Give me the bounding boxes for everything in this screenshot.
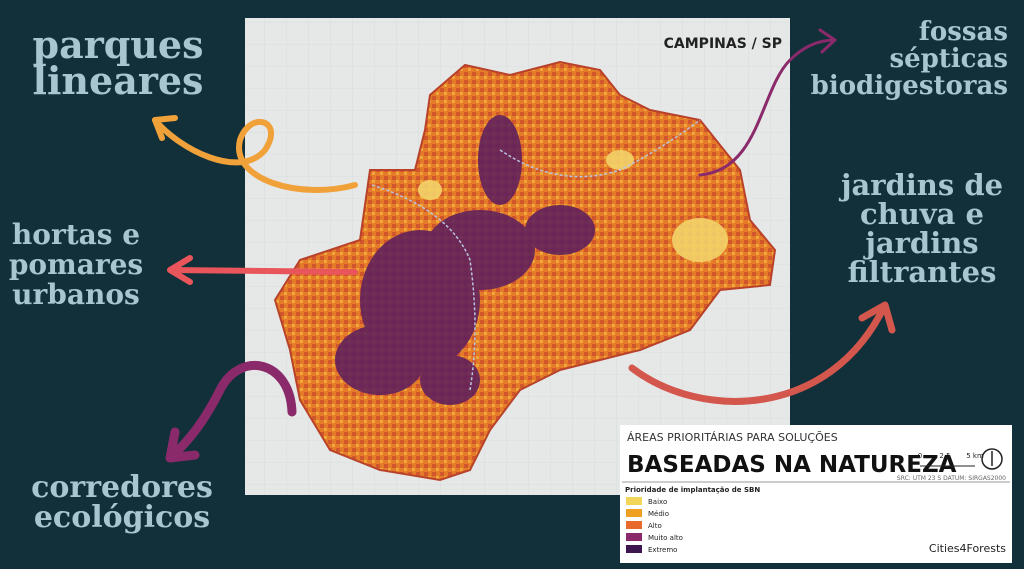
solution-label: ecológicos — [34, 500, 210, 535]
solution-label: jardins — [862, 226, 978, 260]
map-title: CAMPINAS / SP — [664, 36, 782, 52]
legend-swatch — [626, 545, 642, 553]
solution-label: jardins de — [838, 168, 1003, 202]
legend-swatch — [626, 533, 642, 541]
solution-label: corredores — [31, 470, 213, 505]
arrows — [152, 28, 896, 463]
solution-label: lineares — [33, 58, 204, 103]
legend-subtitle: Prioridade de implantação de SBN — [625, 486, 760, 494]
solution-label: fossas — [919, 17, 1008, 47]
legend-swatch — [626, 497, 642, 505]
solution-label: parques — [33, 22, 204, 67]
legend-swatch — [626, 521, 642, 529]
solution-label: hortas e — [12, 218, 140, 251]
priority-low-areas — [418, 150, 728, 262]
brand: Cities4Forests — [929, 542, 1006, 555]
legend-box — [620, 425, 1012, 563]
legend-swatch — [626, 509, 642, 517]
solution-label: chuva e — [860, 197, 984, 231]
solution-label: biodigestoras — [811, 71, 1008, 101]
scale-label: 2.5 — [939, 452, 950, 460]
legend-item-label: Médio — [648, 510, 669, 518]
north-arrow — [981, 448, 1003, 470]
scale-label: 0 — [918, 452, 922, 460]
priority-extreme-areas — [335, 115, 595, 405]
scale-label: 5 km — [966, 452, 984, 460]
region-borders — [371, 119, 701, 391]
legend-item-label: Extremo — [648, 546, 677, 554]
solution-label: sépticas — [889, 44, 1008, 74]
legend-title: BASEADAS NA NATUREZA — [627, 452, 957, 478]
legend-item-label: Alto — [648, 522, 662, 530]
solution-label: pomares — [9, 248, 143, 281]
solution-label: urbanos — [12, 278, 140, 311]
legend-item-label: Muito alto — [648, 534, 683, 542]
solution-label: filtrantes — [848, 255, 997, 289]
crs-note: SRC: UTM 23 S DATUM: SIRGAS2000 — [897, 475, 1006, 482]
legend-item-label: Baixo — [648, 498, 667, 506]
legend-kicker: ÁREAS PRIORITÁRIAS PARA SOLUÇÕES — [627, 431, 838, 444]
